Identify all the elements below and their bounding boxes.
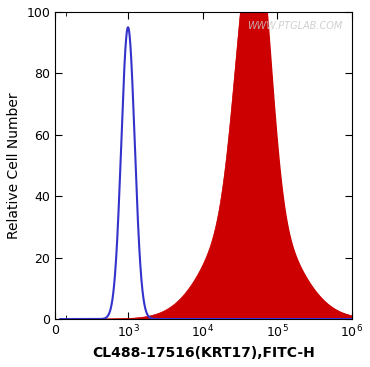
Y-axis label: Relative Cell Number: Relative Cell Number: [7, 92, 21, 239]
Text: WWW.PTGLAB.COM: WWW.PTGLAB.COM: [248, 21, 343, 31]
X-axis label: CL488-17516(KRT17),FITC-H: CL488-17516(KRT17),FITC-H: [92, 346, 315, 360]
